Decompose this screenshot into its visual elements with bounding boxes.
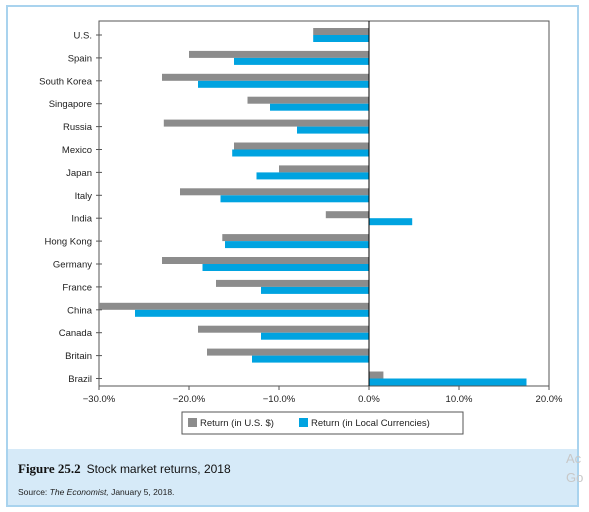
category-label: Canada — [59, 328, 93, 339]
category-label: China — [67, 305, 93, 316]
bar-usd-9 — [222, 234, 369, 242]
x-tick-label: 10.0% — [446, 394, 473, 405]
overlay-text-line-2: Go — [566, 470, 584, 485]
source-publication: The Economist, — [49, 487, 109, 497]
category-label: Spain — [68, 53, 92, 64]
bar-local-9 — [225, 241, 369, 249]
category-label: Hong Kong — [44, 237, 92, 248]
x-tick-label: 0.0% — [358, 394, 380, 405]
legend-swatch-usd — [188, 418, 197, 427]
bar-local-3 — [270, 103, 369, 111]
bar-local-11 — [261, 286, 369, 294]
caption-band — [8, 449, 577, 505]
figure-title: Stock market returns, 2018 — [86, 462, 231, 476]
bar-usd-14 — [207, 348, 369, 356]
bar-local-6 — [256, 172, 369, 180]
bar-local-4 — [297, 126, 369, 134]
legend-swatch-local — [299, 418, 308, 427]
figure-source: Source: The Economist, January 5, 2018. — [18, 487, 174, 497]
bar-local-7 — [220, 195, 369, 203]
source-date: January 5, 2018. — [108, 487, 175, 497]
category-label: South Korea — [39, 76, 93, 87]
bar-local-1 — [234, 57, 369, 65]
bar-usd-4 — [163, 119, 369, 127]
category-label: Brazil — [68, 374, 92, 385]
legend: Return (in U.S. $) Return (in Local Curr… — [181, 411, 464, 435]
legend-label-usd: Return (in U.S. $) — [200, 418, 274, 429]
category-label: Britain — [65, 351, 92, 362]
figure-caption: Figure 25.2 Stock market returns, 2018 — [18, 461, 231, 477]
overlay-text-line-1: Ac — [566, 451, 582, 466]
bar-local-14 — [252, 355, 369, 363]
bar-usd-0 — [313, 28, 369, 35]
chart: U.S. Spain South Korea Singapore Russia Mexic… — [39, 20, 563, 435]
x-tick-label: −30.0% — [83, 394, 116, 405]
bar-local-8 — [369, 218, 413, 226]
bar-usd-1 — [189, 50, 369, 58]
category-label: U.S. — [74, 31, 92, 42]
figure-label: Figure 25.2 — [18, 461, 81, 476]
bar-local-13 — [261, 332, 369, 340]
bar-usd-2 — [162, 73, 369, 81]
x-tick-label: −10.0% — [263, 394, 296, 405]
bar-usd-8 — [325, 211, 369, 219]
bar-local-10 — [202, 264, 369, 271]
bar-local-15 — [369, 378, 527, 386]
category-label: Singapore — [49, 99, 92, 110]
source-prefix: Source: — [18, 487, 50, 497]
overlay-text: Ac Go — [566, 449, 583, 487]
bar-usd-10 — [162, 257, 369, 264]
category-label: Mexico — [62, 145, 92, 156]
category-label: Germany — [53, 260, 92, 271]
x-tick-label: −20.0% — [173, 394, 206, 405]
category-label: Russia — [63, 122, 93, 133]
bar-usd-3 — [247, 96, 369, 104]
bar-usd-12 — [99, 302, 369, 310]
category-label: Japan — [66, 168, 92, 179]
legend-box — [181, 411, 464, 435]
x-tick-label: 20.0% — [536, 394, 563, 405]
bar-local-0 — [313, 35, 369, 42]
bar-usd-5 — [234, 142, 369, 150]
bar-usd-7 — [180, 188, 369, 196]
bar-usd-13 — [198, 325, 369, 333]
category-label: France — [62, 282, 92, 293]
category-label: India — [71, 214, 92, 225]
bar-local-5 — [232, 149, 369, 157]
bar-usd-11 — [216, 279, 369, 287]
bar-local-12 — [135, 309, 369, 317]
bar-usd-15 — [369, 371, 384, 379]
category-label: Italy — [75, 191, 93, 202]
bar-local-2 — [198, 80, 369, 88]
bar-usd-6 — [279, 165, 369, 173]
legend-label-local: Return (in Local Currencies) — [311, 418, 430, 429]
